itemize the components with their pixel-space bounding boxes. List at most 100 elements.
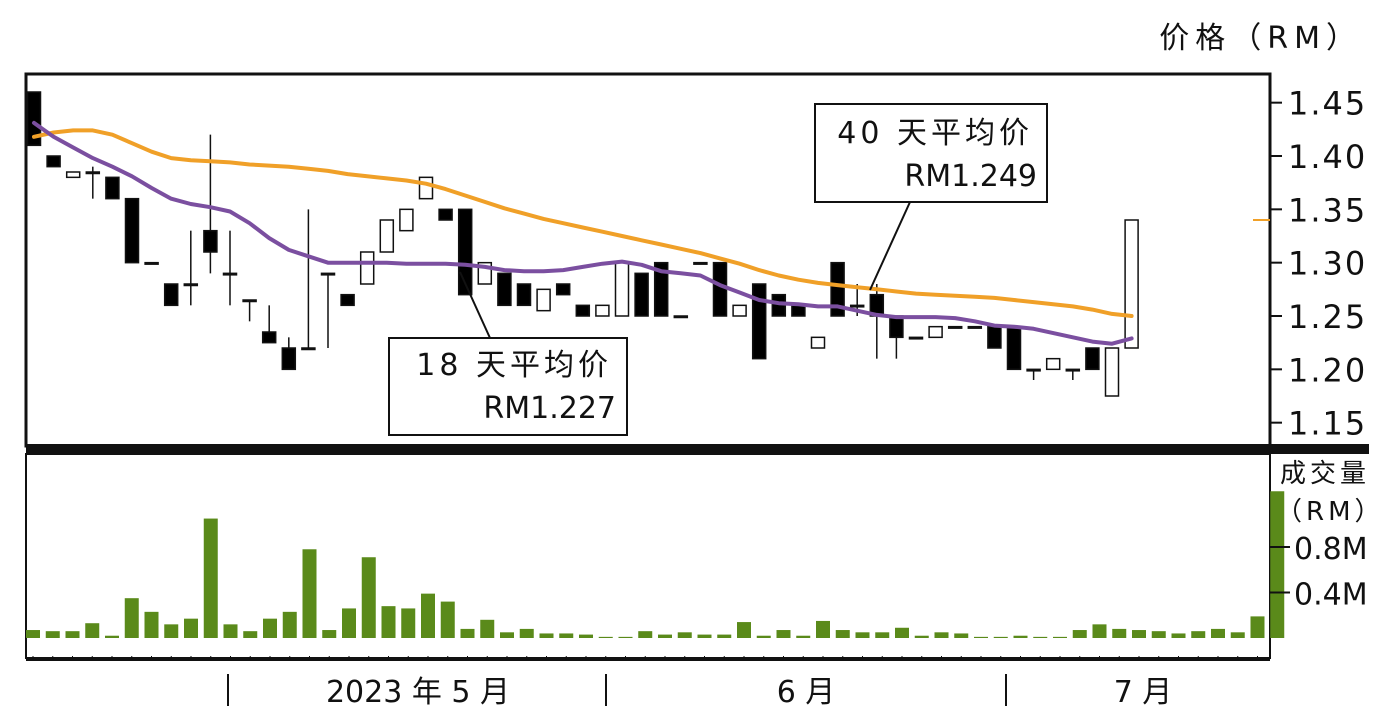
- volume-bar: [223, 624, 238, 638]
- volume-bar: [658, 634, 672, 638]
- price-tick-label: 1.35: [1288, 191, 1367, 229]
- candle-body: [830, 261, 845, 317]
- volume-bar: [1270, 491, 1285, 638]
- candle: [359, 251, 375, 285]
- candle: [516, 283, 532, 307]
- volume-bar: [559, 633, 574, 638]
- candle-body: [634, 272, 649, 317]
- candle: [222, 230, 238, 306]
- candle: [575, 304, 591, 317]
- moving-average-lines: [32, 120, 1270, 346]
- volume-bar: [203, 518, 218, 638]
- candle-body: [85, 171, 101, 175]
- candle-body: [340, 293, 355, 307]
- candle-body: [732, 304, 747, 317]
- volume-bar: [1211, 628, 1225, 638]
- candle: [183, 230, 199, 306]
- price-panel-frame: [24, 72, 1272, 448]
- candle-body: [810, 336, 826, 349]
- candle: [1045, 357, 1061, 371]
- volume-bar: [460, 628, 475, 638]
- candle: [261, 305, 277, 344]
- volume-bar: [934, 632, 949, 638]
- candle-body: [46, 155, 61, 168]
- volume-bar: [1033, 636, 1048, 638]
- ma-line: [32, 120, 1134, 346]
- ma40-box: [814, 103, 1048, 203]
- candle-body: [1006, 325, 1022, 371]
- candle-body: [242, 299, 257, 303]
- candle-body: [124, 197, 140, 264]
- volume-bar: [1171, 633, 1186, 638]
- price-tick-label: 1.20: [1288, 351, 1367, 389]
- candle: [1065, 368, 1081, 380]
- candle: [301, 209, 316, 351]
- candle-body: [693, 261, 708, 265]
- candle: [987, 325, 1002, 349]
- candle: [1085, 347, 1100, 371]
- volume-bar: [440, 601, 455, 638]
- candle-body: [320, 272, 336, 276]
- candle-body: [1124, 219, 1139, 349]
- candle: [947, 325, 963, 329]
- volume-bar: [1072, 630, 1087, 638]
- volume-bar: [26, 630, 40, 638]
- ma18-label: 18 天平均价: [416, 348, 612, 383]
- volume-bar: [144, 611, 159, 638]
- volume-bar: [322, 630, 337, 638]
- volume-panel-frame: [25, 453, 1271, 659]
- candle: [65, 171, 81, 179]
- candle: [399, 208, 414, 232]
- ma40-annotation: 40 天平均价 RM1.249: [814, 103, 1048, 291]
- candle: [46, 155, 61, 168]
- volume-bar: [302, 549, 317, 638]
- ma40-value: RM1.249: [904, 159, 1037, 194]
- volume-bar: [65, 631, 80, 638]
- volume-bar: [737, 622, 751, 638]
- candle-body: [928, 325, 943, 339]
- candle-body: [908, 336, 924, 340]
- volume-bar: [164, 624, 179, 638]
- volume-bar: [579, 634, 593, 638]
- candle-body: [987, 325, 1002, 349]
- candle: [673, 315, 689, 319]
- candle-body: [301, 347, 316, 351]
- candle-body: [399, 208, 414, 232]
- volume-bar: [993, 636, 1008, 638]
- volume-bar: [954, 633, 969, 638]
- volume-bar: [105, 635, 119, 638]
- volume-bar: [85, 623, 100, 638]
- candle-body: [673, 315, 689, 319]
- volume-bar: [500, 632, 514, 638]
- price-tick-label: 1.40: [1288, 138, 1367, 176]
- volume-bar: [717, 634, 732, 638]
- candle-body: [379, 219, 395, 253]
- ma18-annotation: 18 天平均价 RM1.227: [388, 271, 628, 436]
- candle-body: [536, 288, 551, 312]
- candle: [791, 304, 806, 317]
- volume-bar: [282, 611, 297, 638]
- candle: [614, 261, 630, 317]
- candle: [693, 261, 708, 265]
- candle: [595, 304, 610, 317]
- candle: [1006, 325, 1022, 371]
- candle-body: [144, 261, 159, 265]
- candle-body: [947, 325, 963, 329]
- candle: [1026, 368, 1041, 380]
- candle: [124, 197, 140, 264]
- candle: [497, 272, 512, 307]
- candle: [320, 272, 336, 348]
- candle-body: [712, 261, 728, 317]
- candle: [242, 299, 257, 322]
- candle: [379, 219, 395, 253]
- candle-body: [1104, 347, 1120, 397]
- candle-body: [967, 325, 983, 329]
- candle-body: [575, 304, 591, 317]
- volume-bar: [776, 630, 791, 638]
- volume-bar: [638, 631, 653, 638]
- panel-divider: [26, 444, 1369, 454]
- volume-bar: [677, 632, 692, 638]
- candle-body: [889, 315, 904, 339]
- candle-body: [65, 171, 81, 179]
